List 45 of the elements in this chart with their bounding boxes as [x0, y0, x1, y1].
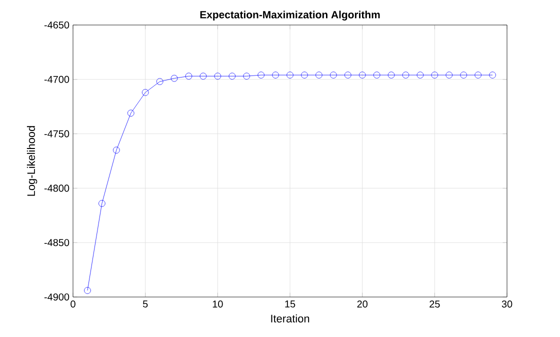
- point: [489, 72, 496, 78]
- point: [243, 72, 250, 80]
- x-tick-label: 5: [142, 300, 148, 308]
- point: [416, 72, 424, 78]
- point: [170, 74, 178, 82]
- x-tick-label: 25: [430, 300, 440, 308]
- x-tick-label: 10: [212, 300, 223, 308]
- point: [474, 72, 482, 78]
- point: [460, 72, 467, 78]
- y-tick-label: -4650: [44, 21, 70, 29]
- point: [98, 200, 106, 207]
- y-tick-label: -4700: [44, 76, 70, 83]
- point: [286, 72, 294, 78]
- point: [200, 72, 207, 80]
- point: [316, 72, 322, 78]
- point: [84, 287, 91, 294]
- point: [113, 146, 120, 154]
- y-tick-label: -4850: [44, 239, 70, 246]
- x-tick-label: 20: [357, 300, 368, 308]
- x-tick-label: 15: [285, 300, 296, 308]
- point: [446, 72, 453, 78]
- y-axis-title: Log-Likelihood: [26, 126, 38, 196]
- point: [402, 72, 410, 78]
- y-tick-label: -4800: [44, 184, 70, 192]
- y-tick-label: -4900: [44, 293, 70, 301]
- x-axis-title: Iteration: [271, 314, 310, 322]
- x-tick-label: 30: [502, 300, 512, 308]
- point: [373, 72, 380, 78]
- point: [142, 89, 149, 96]
- point: [388, 72, 395, 78]
- point: [156, 78, 164, 85]
- point: [127, 110, 134, 117]
- point: [228, 72, 236, 80]
- point: [344, 72, 352, 78]
- point: [358, 72, 366, 78]
- point: [214, 72, 222, 80]
- point: [258, 72, 264, 78]
- x-tick-label: 0: [70, 300, 76, 308]
- point: [272, 72, 279, 78]
- point: [301, 72, 308, 78]
- point: [330, 72, 337, 78]
- point: [185, 72, 192, 80]
- chart-title: Expectation-Maximization Algorithm: [200, 10, 380, 21]
- y-tick-label: -4750: [44, 130, 70, 138]
- point: [431, 72, 438, 78]
